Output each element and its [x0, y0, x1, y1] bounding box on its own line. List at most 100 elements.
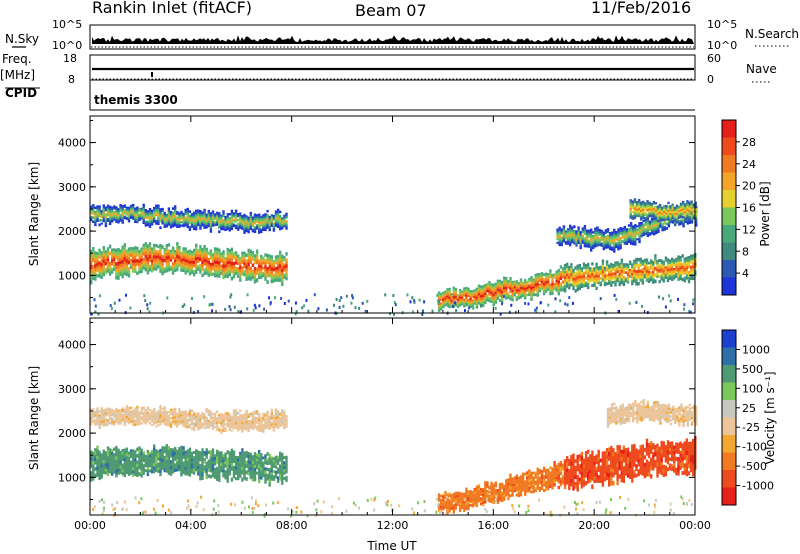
power-colorbar-tick-label: 8: [742, 245, 749, 258]
power-echo-cell: [228, 273, 231, 277]
power-echo-cell: [526, 285, 529, 288]
velocity-echo-cell: [134, 458, 137, 462]
velocity-echo-cell: [102, 411, 105, 414]
power-echo-cell: [161, 220, 164, 223]
power-echo-cell: [163, 225, 166, 228]
power-echo-cell: [602, 237, 605, 241]
velocity-echo-cell: [195, 420, 198, 423]
power-echo-cell: [211, 258, 215, 261]
power-echo-cell: [184, 224, 187, 227]
power-echo-cell: [665, 227, 668, 230]
velocity-echo-cell: [121, 472, 124, 476]
power-echo-cell: [571, 239, 574, 242]
power-echo-cell: [184, 265, 187, 269]
power-echo-cell: [579, 240, 582, 244]
velocity-echo-cell: [100, 459, 103, 463]
power-echo-cell: [643, 265, 647, 268]
power-echo-cell: [129, 263, 133, 267]
velocity-echo-cell: [157, 415, 160, 418]
velocity-echo-cell: [115, 449, 118, 454]
velocity-echo-cell: [165, 419, 168, 422]
power-echo-cell: [150, 250, 154, 254]
power-echo-cell: [600, 233, 603, 236]
power-echo-cell: [136, 210, 139, 213]
power-echo-cell: [239, 260, 242, 264]
velocity-echo-cell: [201, 476, 204, 480]
power-echo-cell: [165, 259, 168, 264]
velocity-echo-cell: [102, 424, 105, 427]
power-echo-cell: [673, 208, 676, 211]
power-echo-cell: [587, 274, 590, 278]
power-echo-cell: [258, 226, 261, 230]
velocity-echo-cell: [264, 460, 267, 465]
power-echo-cell: [178, 219, 181, 222]
power-echo-cell: [104, 256, 108, 260]
power-echo-cell: [125, 272, 129, 277]
power-echo-cell: [454, 298, 458, 301]
velocity-echo-cell: [127, 414, 131, 417]
power-echo-cell: [689, 276, 693, 280]
power-echo-cell: [129, 209, 133, 212]
power-echo-cell: [640, 229, 643, 232]
velocity-echo-cell: [192, 428, 196, 431]
velocity-echo-cell: [150, 452, 154, 457]
power-echo-cell: [205, 226, 208, 229]
power-echo-cell: [195, 247, 198, 251]
power-echo-cell: [161, 255, 164, 259]
power-echo-cell: [566, 273, 569, 277]
power-echo-cell: [644, 228, 647, 231]
velocity-echo-cell: [108, 422, 112, 425]
power-echo-cell: [234, 261, 238, 265]
power-echo-cell: [574, 283, 577, 287]
power-echo-cell: [285, 212, 288, 215]
velocity-echo-cell: [106, 421, 110, 424]
power-echo-cell: [473, 301, 476, 304]
power-echo-cell: [203, 224, 206, 227]
velocity-echo-cell: [220, 457, 223, 461]
power-echo-cell: [492, 301, 495, 304]
power-echo-cell: [557, 274, 560, 279]
velocity-echo-cell: [188, 460, 192, 464]
velocity-echo-cell: [153, 457, 156, 461]
power-echo-cell: [517, 295, 521, 298]
power-echo-cell: [197, 224, 200, 227]
power-echo-cell: [226, 257, 229, 262]
power-echo-cell: [102, 265, 105, 270]
power-echo-cell: [100, 210, 103, 213]
power-echo-cell: [178, 251, 181, 255]
power-echo-cell: [673, 213, 676, 216]
power-echo-cell: [111, 262, 114, 266]
power-echo-cell: [437, 295, 441, 299]
power-echo-cell: [190, 271, 194, 274]
power-echo-cell: [690, 200, 693, 203]
power-echo-cell: [113, 255, 116, 259]
power-echo-cell: [629, 199, 632, 202]
velocity-echo-cell: [205, 471, 208, 476]
velocity-echo-cell: [182, 422, 185, 425]
power-echo-cell: [281, 258, 284, 262]
velocity-echo-cell: [169, 410, 173, 414]
velocity-echo-cell: [98, 460, 101, 465]
power-echo-cell: [209, 221, 213, 224]
velocity-echo-cell: [136, 416, 139, 419]
power-echo-band: [90, 242, 288, 287]
power-echo-cell: [262, 228, 265, 231]
power-echo-cell: [638, 235, 641, 239]
power-echo-cell: [247, 252, 250, 257]
velocity-echo-cell: [182, 455, 185, 459]
velocity-echo-cell: [167, 414, 171, 417]
velocity-echo-cell: [113, 459, 116, 463]
power-echo-cell: [132, 205, 135, 208]
power-echo-cell: [542, 292, 546, 296]
power-echo-cell: [694, 201, 697, 205]
power-echo-cell: [100, 275, 103, 279]
power-echo-cell: [601, 278, 605, 282]
power-echo-cell: [542, 278, 546, 281]
power-echo-cell: [167, 264, 171, 269]
power-echo-cell: [637, 282, 640, 286]
power-echo-cell: [633, 214, 637, 217]
power-scatter-cell: [539, 301, 542, 305]
velocity-echo-cell: [144, 464, 147, 468]
power-echo-cell: [631, 265, 634, 269]
velocity-echo-cell: [171, 467, 175, 471]
